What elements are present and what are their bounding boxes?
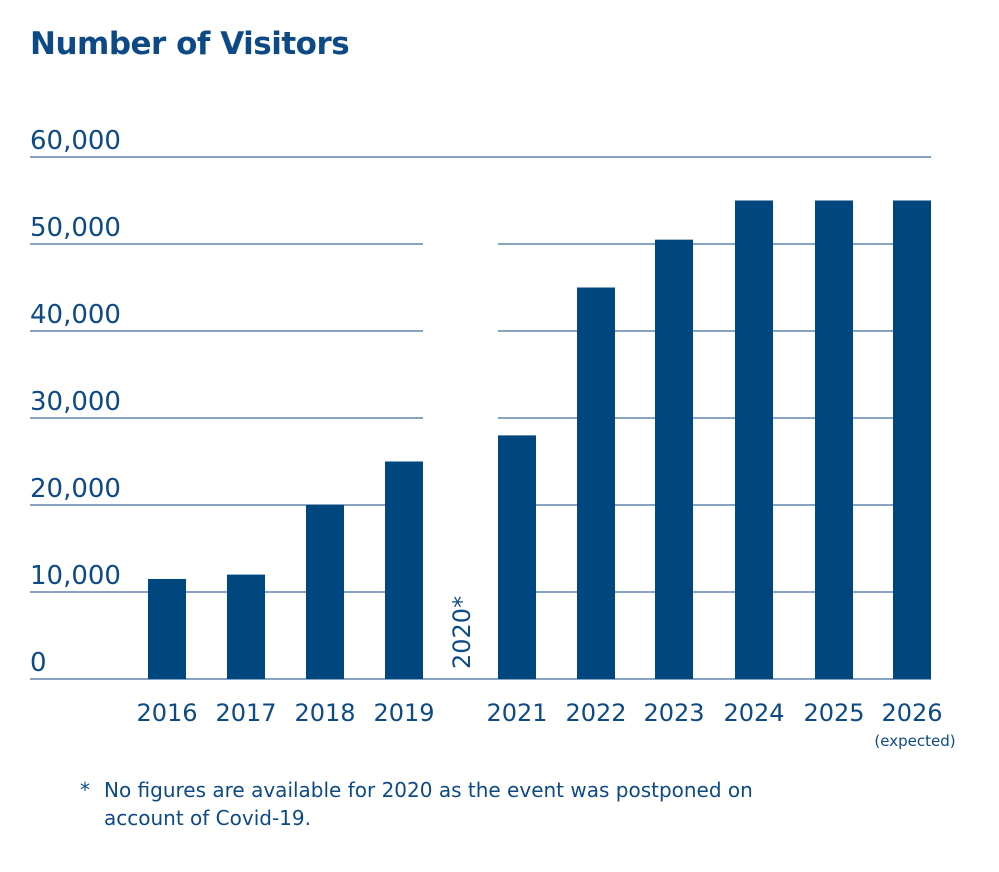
x-tick-label: 2018: [294, 699, 355, 727]
y-tick-label: 30,000: [30, 387, 121, 417]
x-tick-label: 2026: [881, 699, 942, 727]
x-tick-label: 2016: [136, 699, 197, 727]
bar: [498, 435, 536, 679]
bar: [655, 239, 693, 679]
bar: [306, 505, 344, 679]
y-tick-label: 40,000: [30, 300, 121, 330]
y-tick-label: 50,000: [30, 213, 121, 243]
y-tick-label: 20,000: [30, 474, 121, 504]
bar: [385, 461, 423, 679]
bar: [227, 574, 265, 679]
x-tick-label: 2022: [565, 699, 626, 727]
bar: [735, 200, 773, 679]
y-tick-label: 0: [30, 648, 47, 678]
x-tick-label: 2023: [643, 699, 704, 727]
footnote-marker: *: [80, 778, 90, 802]
bar: [148, 578, 186, 679]
x-tick-note: (expected): [874, 732, 955, 750]
x-tick-label: 2024: [723, 699, 784, 727]
y-tick-label: 60,000: [30, 126, 121, 156]
x-tick-label: 2025: [803, 699, 864, 727]
x-tick-label: 2021: [486, 699, 547, 727]
y-tick-label: 10,000: [30, 561, 121, 591]
footnote-text: No figures are available for 2020 as the…: [104, 778, 753, 830]
x-tick-label: 2019: [373, 699, 434, 727]
x-tick-label-missing: 2020*: [448, 596, 476, 669]
bar: [815, 200, 853, 679]
bar: [577, 287, 615, 679]
x-tick-label: 2017: [215, 699, 276, 727]
chart-title: Number of Visitors: [30, 26, 350, 62]
bar: [893, 200, 931, 679]
